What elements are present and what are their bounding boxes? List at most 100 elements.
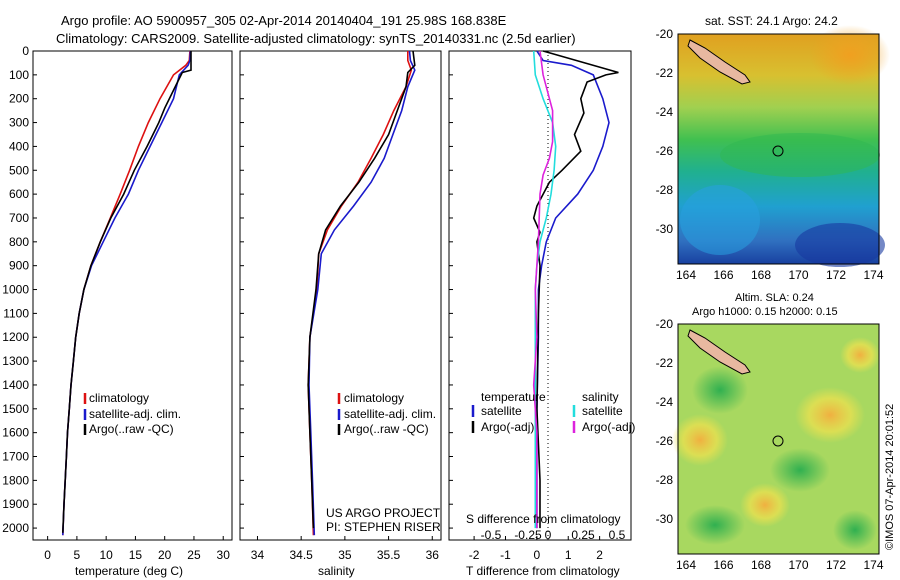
x-tick-label: 34.5: [289, 548, 313, 562]
series-line-argo-adj-: [532, 50, 619, 529]
x-tick-label: 35.5: [377, 548, 401, 562]
depth-axis-labels: 0 100 200 300 400 500 600 700 800 900 1000 1100 1200…: [2, 44, 453, 535]
sla-blob-2: [795, 387, 865, 443]
depth-tick-label: 200: [9, 92, 29, 106]
series-line-climatology: [307, 51, 413, 536]
x-tick-label: 2: [596, 548, 603, 562]
x-tick-label: 25: [187, 548, 201, 562]
map-lon-label: 168: [751, 268, 771, 282]
salinity-axis-label: salinity: [318, 564, 355, 578]
argo-float-marker: [772, 435, 784, 447]
sla-blob-4: [840, 337, 880, 373]
map-lon-label: 174: [863, 268, 883, 282]
x-tick-label: 0: [44, 548, 51, 562]
imos-timestamp: ©IMOS 07-Apr-2014 20:01:52: [884, 404, 896, 550]
sla-blob-3: [740, 483, 790, 527]
series-line-argo-raw-qc-: [62, 51, 192, 533]
legend-label-argo: Argo(..raw -QC): [89, 422, 174, 436]
map-lon-label: 164: [676, 558, 696, 572]
legend-label-argo: Argo(..raw -QC): [344, 422, 429, 436]
map-lat-label: -20: [656, 27, 674, 41]
depth-tick-label: 400: [9, 139, 29, 153]
difference-legend: temperature salinity satellite Argo(-adj…: [471, 390, 635, 434]
legend-label-climatology: climatology: [344, 391, 404, 405]
argo-float-marker: [772, 145, 784, 157]
series-line-argo-adj-: [532, 50, 554, 529]
temperature-axis-label: temperature (deg C): [75, 564, 183, 578]
depth-tick-label: 700: [9, 211, 29, 225]
series-line-satellite-adj-clim-: [62, 50, 192, 536]
sla-blob-7: [685, 505, 745, 545]
map-lat-label: -22: [656, 356, 674, 370]
x-tick-label: -1: [500, 548, 511, 562]
new-caledonia-island: [687, 329, 751, 375]
sst-map-title: sat. SST: 24.1 Argo: 24.2: [705, 14, 838, 28]
salinity-difference-top-label: S difference from climatology: [466, 512, 621, 526]
depth-tick-label: 900: [9, 259, 29, 273]
sla-map: [672, 323, 880, 555]
sla-map-frame: [677, 323, 880, 555]
sst-deep-patch: [795, 223, 885, 267]
legend-label-temp-argo: Argo(-adj): [481, 420, 534, 434]
salinity-panel-frame: [239, 50, 442, 541]
salinity-series: [307, 50, 416, 536]
legend-header-salinity: salinity: [582, 390, 619, 404]
salinity-legend: climatology satellite-adj. clim. Argo(..…: [337, 391, 436, 436]
title-line-2: Climatology: CARS2009. Satellite-adjuste…: [56, 31, 576, 46]
x-tick-label: 36: [426, 548, 440, 562]
series-line-satellite: [536, 50, 610, 529]
map-lat-label: -30: [656, 512, 674, 526]
series-line-satellite-adj-clim-: [308, 50, 416, 536]
depth-tick-label: 600: [9, 187, 29, 201]
depth-tick-label: 1100: [3, 306, 29, 320]
depth-tick-label: 100: [9, 68, 29, 82]
x-tick-label: 1: [565, 548, 572, 562]
temperature-axis-ticks: 0 5 10 15 20 25 30: [44, 536, 230, 562]
map-lon-label: 166: [713, 268, 733, 282]
map-lon-label: 172: [826, 268, 846, 282]
difference-series: [532, 50, 619, 529]
x-tick-label: 35: [338, 548, 352, 562]
map-lon-label: 166: [713, 558, 733, 572]
sla-blob-5: [692, 366, 748, 414]
depth-tick-label: 1200: [2, 330, 29, 344]
legend-label-satellite: satellite-adj. clim.: [89, 407, 181, 421]
sla-map-title-line-1: Altim. SLA: 0.24: [735, 292, 814, 304]
map-lat-label: -26: [656, 144, 674, 158]
map-lon-label: 174: [863, 558, 883, 572]
depth-tick-label: 0: [22, 44, 29, 58]
map-lat-label: -24: [656, 105, 674, 119]
map-lat-label: -28: [656, 473, 674, 487]
temperature-panel-frame: [32, 50, 233, 541]
sla-map-title-line-2: Argo h1000: 0.15 h2000: 0.15: [692, 306, 838, 318]
pi-annotation: PI: STEPHEN RISER: [326, 520, 441, 534]
sst-cool-patch: [680, 185, 760, 255]
map-lat-label: -26: [656, 434, 674, 448]
x-tick-label: 10: [99, 548, 113, 562]
new-caledonia-island: [687, 39, 751, 85]
temperature-legend: climatology satellite-adj. clim. Argo(..…: [83, 391, 181, 436]
map-lon-label: 170: [788, 558, 808, 572]
map-lat-label: -28: [656, 183, 674, 197]
map-lon-label: 172: [826, 558, 846, 572]
x-tick-label: 5: [74, 548, 81, 562]
legend-label-sal-satellite: satellite: [582, 404, 623, 418]
map-lon-label: 164: [676, 268, 696, 282]
sst-green-band: [720, 133, 880, 177]
x-tick-label: -2: [469, 548, 480, 562]
map-lon-label: 170: [788, 268, 808, 282]
salinity-difference-ticks: -0.5 -0.25 0 0.25 0.5: [481, 528, 626, 542]
map-lat-label: -22: [656, 66, 674, 80]
legend-label-satellite: satellite-adj. clim.: [344, 407, 436, 421]
depth-tick-label: 800: [9, 235, 29, 249]
difference-axis-label: T difference from climatology: [466, 564, 620, 578]
sst-warm-patch: [810, 25, 890, 85]
sst-map-frame: [677, 33, 880, 265]
sla-blob-1: [672, 414, 728, 466]
series-line-climatology: [62, 50, 191, 536]
depth-tick-label: 1700: [2, 450, 29, 464]
project-annotation: US ARGO PROJECT: [326, 506, 441, 520]
map-lat-label: -24: [656, 395, 674, 409]
depth-tick-label: 1000: [2, 283, 29, 297]
temperature-series: [62, 50, 192, 536]
